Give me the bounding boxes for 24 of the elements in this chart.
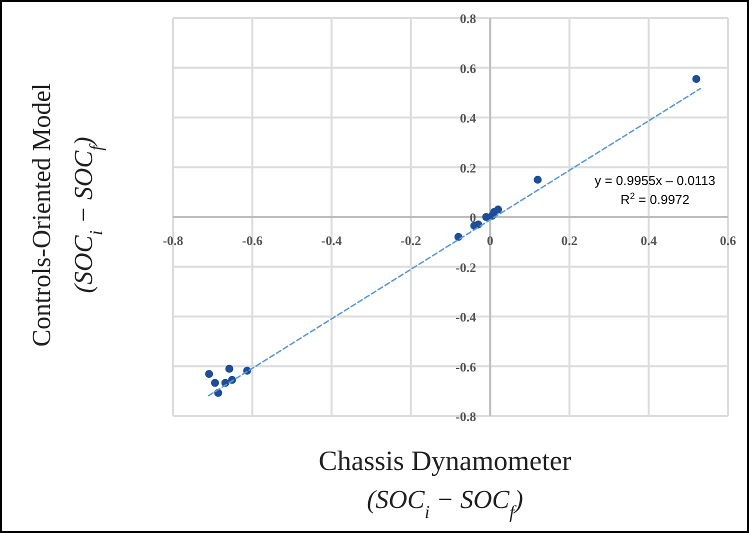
y-tick-label: 0.4 <box>460 110 477 126</box>
y-tick-label: 0.6 <box>460 60 477 76</box>
y-tick-label: -0.8 <box>456 409 477 424</box>
point <box>534 176 542 184</box>
y-tick-label: -0.2 <box>456 260 476 275</box>
x-tick-label: -0.8 <box>162 233 184 248</box>
y-tick-label: 0.8 <box>460 11 477 26</box>
y-tick-label: -0.4 <box>456 310 477 324</box>
point <box>225 364 234 373</box>
x-tick-label: 0 <box>486 233 494 248</box>
x-tick-label: -0.2 <box>400 233 422 248</box>
annotation: y = 0.9955x – 0.0113 R$^{2}$ = 0.9972 <box>594 173 716 207</box>
x-tick-label: 0.2 <box>561 233 578 248</box>
y-tick-label: -0.6 <box>456 359 477 374</box>
x-axis-title: Chassis Dynamometer (SOC$_{i}$ − SOC$_{f}$) <box>318 446 572 522</box>
x-tick-label: 0.6 <box>720 233 737 248</box>
y-tick-label: 0 <box>470 210 476 225</box>
point <box>205 370 214 378</box>
x-tick-label: -0.4 <box>321 233 342 248</box>
y-tick-label: 0.2 <box>460 160 476 176</box>
x-tick-label: -0.6 <box>242 233 264 248</box>
x-tick-label: 0.4 <box>640 233 658 248</box>
point <box>692 74 700 83</box>
point <box>211 378 220 387</box>
